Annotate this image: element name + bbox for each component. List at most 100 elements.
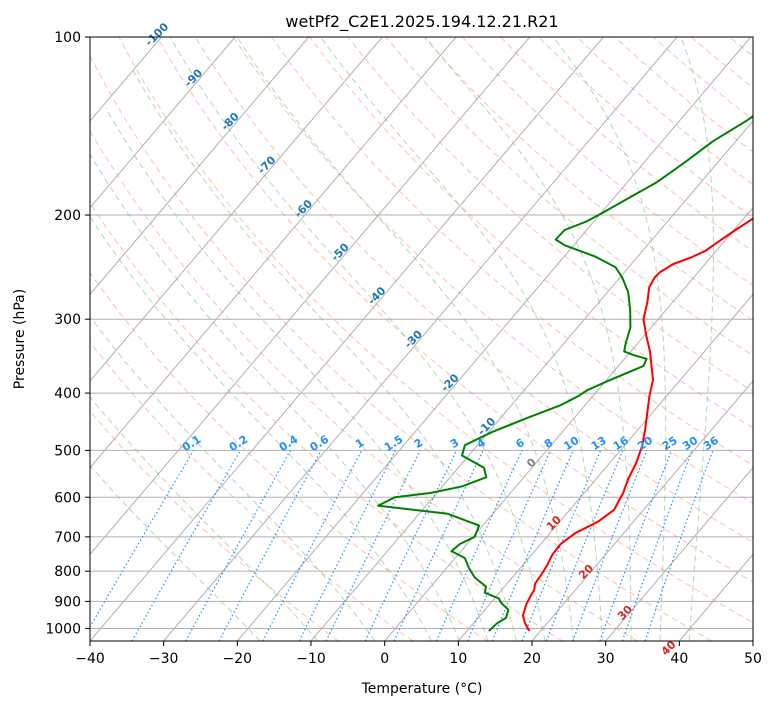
isotherm-line — [236, 37, 752, 641]
mixing-ratio-label: 0.2 — [227, 433, 250, 454]
skewed-isotherms — [90, 37, 753, 641]
x-tick-label: 30 — [597, 651, 615, 667]
dry-adiabat — [90, 129, 638, 641]
isotherm-line — [752, 640, 753, 641]
dry-adiabat — [90, 201, 563, 641]
mixing-ratio-label: 3 — [448, 436, 461, 451]
dry-adiabat — [347, 37, 753, 393]
x-tick-label: −20 — [223, 651, 253, 667]
mixing-ratio-label: 4 — [475, 436, 489, 451]
moist-adiabat — [132, 70, 517, 641]
mixing-ratio-line — [218, 450, 322, 641]
mixing-ratio-line — [185, 450, 291, 641]
pressure-gridlines — [90, 37, 753, 629]
isotherm-label: -100 — [143, 20, 172, 49]
dry-adiabat — [156, 37, 753, 583]
mixing-ratio-line — [325, 450, 421, 641]
x-tick-label: 0 — [380, 651, 389, 667]
moist-adiabat — [169, 37, 546, 641]
mixing-ratio-line — [435, 450, 523, 641]
isotherm-label: -40 — [365, 284, 388, 307]
y-tick-label: 500 — [54, 443, 81, 459]
y-axis-label: Pressure (hPa) — [12, 289, 28, 389]
mixing-ratio-label: 6 — [513, 436, 527, 451]
mixing-ratio-label: 8 — [542, 436, 555, 451]
mixing-ratio-line — [491, 450, 574, 641]
moist-adiabat — [90, 316, 376, 641]
x-tick-label: −30 — [149, 651, 179, 667]
mixing-ratio-line — [644, 450, 714, 641]
isotherm-line — [90, 37, 383, 382]
mixing-ratio-line — [521, 450, 602, 641]
mixing-ratio-line — [599, 450, 673, 641]
isotherm-line — [678, 553, 753, 641]
x-tick-label: 40 — [670, 651, 688, 667]
moist-adiabat — [552, 37, 667, 641]
y-tick-label: 700 — [54, 530, 81, 546]
isotherm-line — [384, 206, 753, 641]
mixing-ratio-lines — [90, 450, 714, 641]
x-axis-ticks: −40 −30 −20 −10 0 10 20 30 40 50 — [75, 641, 762, 667]
isotherm-label: -60 — [292, 197, 315, 220]
dry-adiabat — [538, 37, 753, 219]
x-tick-label: 10 — [449, 651, 467, 667]
chart-title: wetPf2_C2E1.2025.194.12.21.R21 — [285, 12, 558, 32]
moist-adiabat — [236, 37, 575, 641]
dry-adiabat — [271, 37, 753, 466]
mixing-ratio-line — [572, 450, 648, 641]
mixing-ratio-line — [298, 450, 397, 641]
isotherm-line — [90, 37, 310, 296]
isotherm-label: 20 — [576, 562, 596, 582]
moist-adiabat — [90, 464, 261, 641]
y-tick-label: 600 — [54, 490, 81, 506]
y-tick-label: 100 — [54, 30, 81, 46]
moist-adiabat — [320, 37, 603, 641]
isotherm-line — [163, 37, 678, 641]
x-tick-label: 20 — [523, 651, 541, 667]
dry-adiabat — [690, 37, 753, 89]
dry-adiabat — [118, 37, 753, 624]
isotherm-label: -90 — [182, 66, 205, 89]
dry-adiabat — [90, 272, 488, 641]
isotherm-label: -50 — [329, 240, 352, 263]
dry-adiabat — [309, 37, 753, 429]
moist-adiabat — [90, 396, 319, 641]
isotherm-label: -80 — [219, 110, 242, 133]
moist-adiabats — [90, 37, 714, 641]
dry-adiabat — [461, 37, 753, 287]
dry-adiabat — [614, 37, 753, 153]
isotherm-label: -20 — [438, 371, 461, 394]
dry-adiabat — [90, 54, 712, 641]
mixing-ratio-label: 2 — [412, 436, 425, 451]
dry-adiabat — [90, 410, 339, 641]
mixing-ratio-line — [90, 450, 195, 628]
y-tick-label: 400 — [54, 386, 81, 402]
moist-adiabat — [105, 108, 489, 641]
isotherm-line — [90, 37, 457, 469]
isotherm-line — [457, 293, 753, 641]
y-tick-label: 300 — [54, 312, 81, 328]
mixing-ratio-label: 1.5 — [382, 433, 405, 454]
dry-adiabat — [652, 37, 753, 121]
profile-series — [377, 114, 753, 632]
x-axis-label: Temperature (°C) — [361, 681, 483, 697]
y-axis-ticks: 100 200 300 400 500 600 700 800 900 1000 — [45, 30, 90, 637]
profile-line-0 — [521, 217, 753, 632]
moist-adiabat — [425, 37, 632, 641]
x-tick-label: −10 — [296, 651, 326, 667]
mixing-ratio-line — [393, 450, 484, 641]
isotherm-label: 10 — [544, 513, 564, 533]
dry-adiabat — [194, 37, 753, 543]
overlay-labels: 0.1 0.2 0.4 0.6 1 1.5 2 3 4 6 8 10 13 16 20 25 30 36-100-… — [143, 20, 722, 658]
profile-line-1 — [377, 114, 753, 632]
mixing-ratio-line — [131, 450, 241, 641]
x-tick-label: −40 — [75, 651, 105, 667]
dry-adiabat — [90, 341, 414, 641]
dry-adiabat — [385, 37, 753, 357]
isotherm-line — [605, 466, 753, 641]
y-tick-label: 900 — [54, 594, 81, 610]
mixing-ratio-line — [364, 450, 458, 641]
mixing-ratio-line — [621, 450, 693, 641]
mixing-ratio-line — [545, 450, 624, 641]
